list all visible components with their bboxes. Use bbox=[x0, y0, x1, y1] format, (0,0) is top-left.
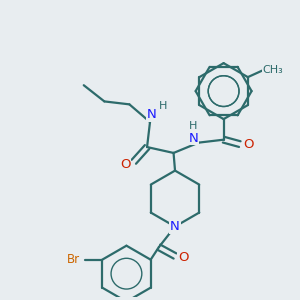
Text: CH₃: CH₃ bbox=[262, 65, 283, 75]
Text: O: O bbox=[243, 138, 253, 151]
Text: O: O bbox=[120, 158, 131, 171]
Text: H: H bbox=[159, 101, 167, 111]
Text: N: N bbox=[188, 132, 198, 145]
Text: H: H bbox=[189, 122, 197, 131]
Text: Br: Br bbox=[67, 253, 80, 266]
Text: O: O bbox=[178, 251, 188, 264]
Text: N: N bbox=[170, 220, 180, 233]
Text: N: N bbox=[147, 108, 156, 121]
